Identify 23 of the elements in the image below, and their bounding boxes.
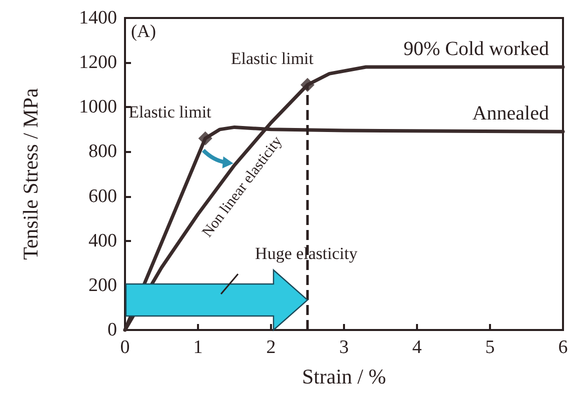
annotation: (A) <box>131 21 156 41</box>
y-tick-label: 400 <box>88 230 117 252</box>
annotation: Elastic limit <box>128 102 212 122</box>
series-label: Annealed <box>472 102 549 125</box>
x-tick-label: 3 <box>339 337 349 358</box>
x-tick-label: 5 <box>485 337 495 358</box>
x-tick-label: 2 <box>266 337 276 358</box>
y-tick-label: 200 <box>88 274 117 296</box>
x-tick-label: 1 <box>193 337 203 358</box>
x-tick-label: 6 <box>558 337 568 358</box>
annotation: Elastic limit <box>230 48 314 68</box>
y-tick-label: 0 <box>108 320 117 340</box>
x-tick-label: 4 <box>412 337 422 358</box>
y-tick-label: 800 <box>88 141 117 162</box>
y-tick-label: 1200 <box>79 52 117 74</box>
series-label: 90% Cold worked <box>403 38 549 60</box>
y-tick-label: 1000 <box>79 96 117 118</box>
annotation: Huge elasticity <box>255 244 358 263</box>
y-axis-title: Tensile Stress / MPa <box>18 87 42 260</box>
x-tick-label: 0 <box>120 337 130 358</box>
y-tick-label: 600 <box>88 186 117 207</box>
x-axis-title: Strain / % <box>302 364 386 388</box>
y-tick-label: 1400 <box>79 8 117 28</box>
